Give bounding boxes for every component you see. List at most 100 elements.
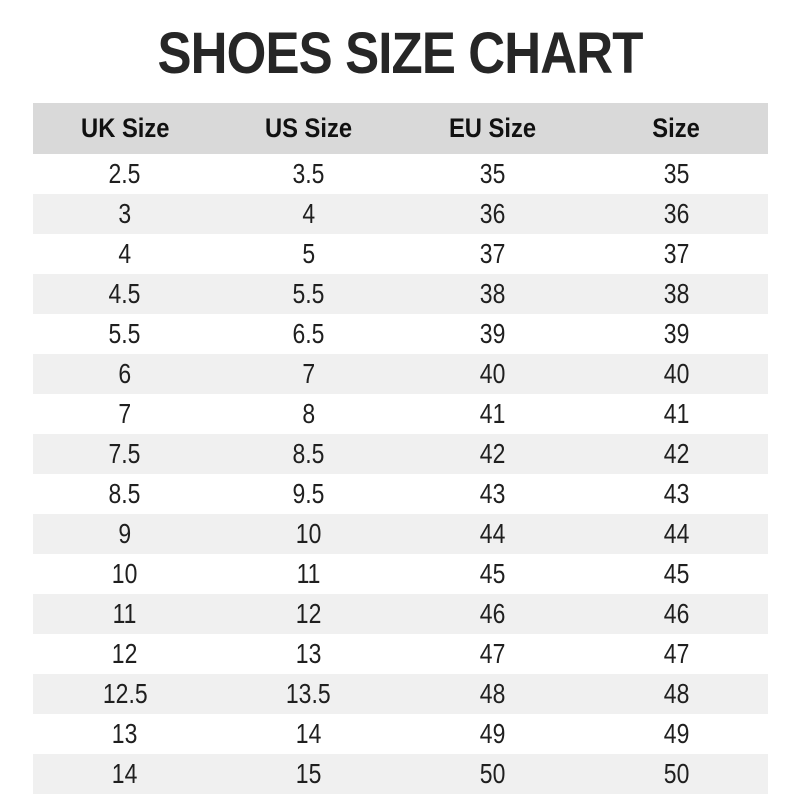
table-row: 7 8 41 41: [33, 394, 768, 434]
table-cell: 42: [401, 434, 585, 474]
table-row: 4 5 37 37: [33, 234, 768, 274]
table-cell-value: 14: [295, 718, 322, 749]
table-cell: 41: [584, 394, 768, 434]
table-cell-value: 7: [302, 358, 316, 389]
table-cell: 13: [33, 714, 217, 754]
table-cell: 5.5: [33, 314, 217, 354]
table-cell-value: 9: [118, 518, 132, 549]
table-cell: 39: [401, 314, 585, 354]
table-row: 10 11 45 45: [33, 554, 768, 594]
table-cell-value: 13: [295, 638, 322, 669]
table-cell-value: 48: [663, 678, 689, 709]
table-cell-value: 38: [663, 278, 689, 309]
table-cell: 8.5: [217, 434, 401, 474]
table-cell: 12.5: [33, 674, 217, 714]
table-cell: 37: [401, 234, 585, 274]
table-cell-value: 45: [479, 558, 506, 589]
table-cell-value: 7.5: [108, 438, 141, 469]
table-cell-value: 42: [663, 438, 689, 469]
table-cell: 50: [401, 754, 585, 794]
table-cell: 45: [401, 554, 585, 594]
table-row: 2.5 3.5 35 35: [33, 154, 768, 194]
table-cell: 43: [401, 474, 585, 514]
table-cell-value: 14: [112, 758, 138, 789]
table-cell: 42: [584, 434, 768, 474]
table-row: 4.5 5.5 38 38: [33, 274, 768, 314]
table-cell: 47: [401, 634, 585, 674]
table-cell: 35: [584, 154, 768, 194]
table-cell: 13.5: [217, 674, 401, 714]
table-cell-value: 36: [663, 198, 689, 229]
table-cell-value: 43: [663, 478, 689, 509]
table-cell: 10: [33, 554, 217, 594]
table-cell: 40: [401, 354, 585, 394]
table-cell-value: 12: [112, 638, 138, 669]
table-cell-value: 35: [479, 158, 506, 189]
header-row: UK Size US Size EU Size Size: [33, 103, 768, 154]
table-cell: 5: [217, 234, 401, 274]
table-cell: 40: [584, 354, 768, 394]
table-cell-value: 43: [479, 478, 506, 509]
header-cell-label: Size: [652, 113, 700, 143]
table-cell: 7.5: [33, 434, 217, 474]
table-cell-value: 8.5: [108, 478, 141, 509]
table-cell-value: 42: [479, 438, 506, 469]
table-cell: 14: [217, 714, 401, 754]
table-cell-value: 11: [112, 598, 137, 629]
header-cell-label: UK Size: [80, 113, 170, 143]
table-cell: 37: [584, 234, 768, 274]
table-cell-value: 44: [663, 518, 689, 549]
table-cell-value: 37: [663, 238, 689, 269]
table-row: 12.5 13.5 48 48: [33, 674, 768, 714]
table-cell-value: 47: [663, 638, 689, 669]
table-cell-value: 11: [296, 558, 321, 589]
table-cell-value: 15: [295, 758, 322, 789]
table-cell-value: 3: [118, 198, 132, 229]
table-cell-value: 2.5: [108, 158, 141, 189]
table-cell: 50: [584, 754, 768, 794]
table-cell: 44: [401, 514, 585, 554]
table-cell-value: 35: [663, 158, 689, 189]
table-header: UK Size US Size EU Size Size: [33, 103, 768, 154]
header-cell-eu-size: EU Size: [400, 103, 585, 154]
table-cell-value: 38: [479, 278, 506, 309]
table-cell-value: 7: [118, 398, 132, 429]
table-cell: 12: [217, 594, 401, 634]
table-cell: 38: [584, 274, 768, 314]
table-cell-value: 40: [663, 358, 689, 389]
table-cell: 35: [401, 154, 585, 194]
table-cell: 36: [401, 194, 585, 234]
table-row: 8.5 9.5 43 43: [33, 474, 768, 514]
table-cell-value: 10: [295, 518, 322, 549]
table-cell-value: 5.5: [108, 318, 141, 349]
table-cell: 38: [401, 274, 585, 314]
table-cell-value: 44: [479, 518, 506, 549]
table-cell-value: 46: [479, 598, 506, 629]
table-cell-value: 6.5: [292, 318, 325, 349]
table-cell-value: 5.5: [292, 278, 325, 309]
table-cell: 48: [584, 674, 768, 714]
size-chart-table: UK Size US Size EU Size Size 2.5 3.5 35 35 3 4 36…: [33, 103, 768, 794]
table-cell: 46: [584, 594, 768, 634]
table-cell-value: 49: [663, 718, 689, 749]
table-cell: 47: [584, 634, 768, 674]
table-cell: 8.5: [33, 474, 217, 514]
table-cell-value: 9.5: [292, 478, 325, 509]
table-cell-value: 3.5: [292, 158, 325, 189]
table-cell-value: 39: [663, 318, 689, 349]
table-cell: 10: [217, 514, 401, 554]
table-cell-value: 4.5: [108, 278, 141, 309]
table-cell-value: 50: [663, 758, 689, 789]
table-cell: 49: [401, 714, 585, 754]
table-cell-value: 45: [663, 558, 689, 589]
table-cell: 48: [401, 674, 585, 714]
table-row: 12 13 47 47: [33, 634, 768, 674]
table-cell-value: 46: [663, 598, 689, 629]
table-cell: 46: [401, 594, 585, 634]
table-cell-value: 12.5: [102, 678, 148, 709]
table-cell-value: 48: [479, 678, 506, 709]
table-cell-value: 50: [479, 758, 506, 789]
table-row: 5.5 6.5 39 39: [33, 314, 768, 354]
table-cell-value: 39: [479, 318, 506, 349]
table-cell-value: 13: [112, 718, 138, 749]
